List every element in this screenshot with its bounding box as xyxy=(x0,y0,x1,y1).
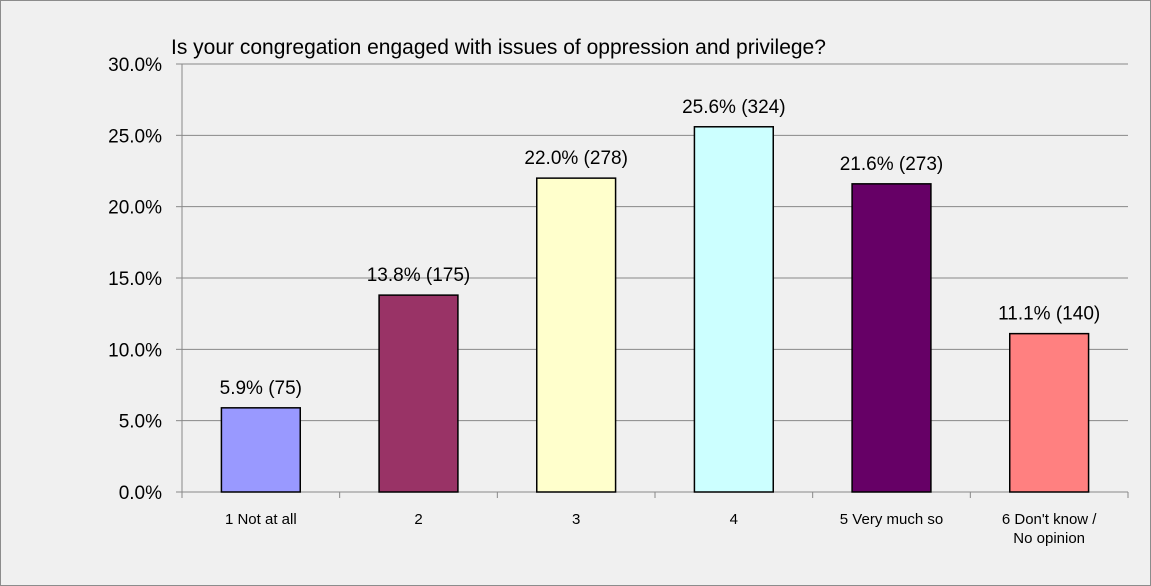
data-label: 21.6% (273) xyxy=(840,154,944,175)
y-tick-label: 30.0% xyxy=(108,55,162,76)
bar xyxy=(220,407,302,493)
data-label: 13.8% (175) xyxy=(367,265,471,286)
y-tick-label: 20.0% xyxy=(108,198,162,219)
x-category-label: 1 Not at all xyxy=(225,511,297,528)
x-category-label: 3 xyxy=(572,511,580,528)
gridlines xyxy=(182,63,1128,422)
y-tick-label: 0.0% xyxy=(119,483,162,504)
bar xyxy=(378,294,459,493)
data-label: 22.0% (278) xyxy=(524,148,628,169)
data-labels: 5.9% (75) 13.8% (175) 22.0% (278) 25.6% (32… xyxy=(220,97,1101,399)
chart-title: Is your congregation engaged with issues… xyxy=(171,36,826,59)
bar xyxy=(536,177,617,493)
bar xyxy=(1009,332,1090,493)
y-tick-label: 25.0% xyxy=(108,126,162,147)
x-category-label: 4 xyxy=(730,511,738,528)
y-tick-label: 5.0% xyxy=(119,412,162,433)
x-category-label: 5 Very much so xyxy=(840,511,943,528)
axes xyxy=(176,63,1129,498)
data-label: 5.9% (75) xyxy=(220,378,302,399)
data-label: 25.6% (324) xyxy=(682,97,786,118)
y-tick-label: 15.0% xyxy=(108,269,162,290)
y-tick-label: 10.0% xyxy=(108,340,162,361)
bar xyxy=(693,126,775,493)
bar xyxy=(851,183,932,493)
data-label: 11.1% (140) xyxy=(998,304,1100,325)
x-category-label: 6 Don't know / No opinion xyxy=(1002,511,1097,547)
x-axis-labels: 1 Not at all 2 3 4 5 Very much so 6 Don't kno… xyxy=(225,511,1097,547)
x-category-label: 2 xyxy=(414,511,422,528)
y-axis-ticks: 0.0% 5.0% 10.0% 15.0% 20.0% 25.0% 30.0% xyxy=(108,55,162,504)
bars xyxy=(220,126,1090,493)
